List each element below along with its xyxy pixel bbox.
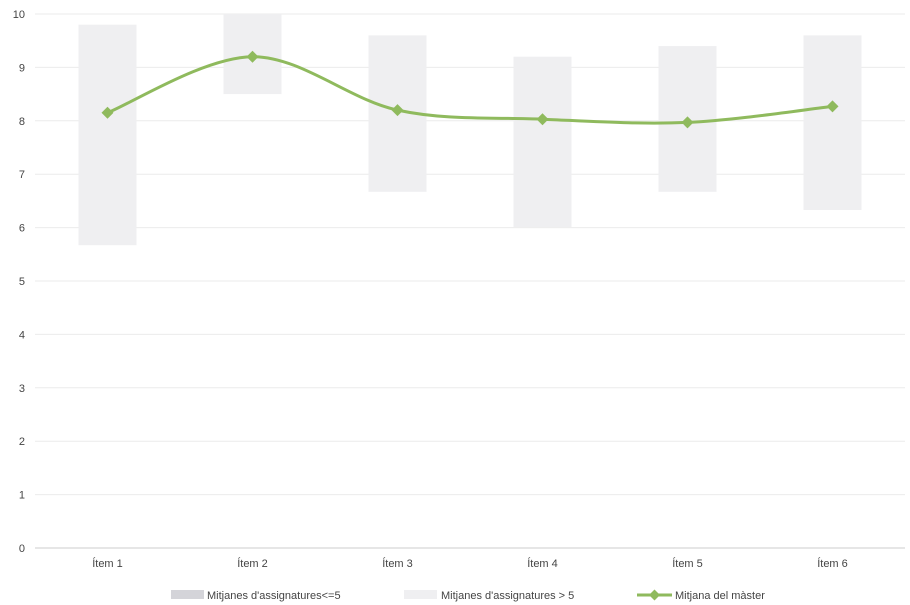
x-axis-ticks: Ítem 1 Ítem 2 Ítem 3 Ítem 4 Ítem 5 Ítem 6 — [92, 557, 848, 570]
range-bar — [803, 35, 862, 210]
x-tick-label: Ítem 5 — [672, 557, 703, 570]
y-tick-label: 7 — [19, 169, 25, 181]
y-tick-label: 1 — [19, 490, 25, 502]
legend-label-below-5: Mitjanes d'assignatures<=5 — [207, 590, 341, 602]
legend-swatch-above-5 — [404, 590, 437, 599]
legend-label-mean: Mitjana del màster — [675, 590, 765, 602]
mean-point — [101, 106, 114, 119]
legend-diamond-mean — [649, 589, 660, 601]
mean-line — [106, 55, 833, 125]
y-tick-label: 6 — [19, 223, 25, 235]
x-tick-label: Ítem 4 — [527, 557, 558, 570]
x-tick-label: Ítem 6 — [817, 557, 848, 570]
y-tick-label: 0 — [19, 543, 25, 555]
legend-label-above-5: Mitjanes d'assignatures > 5 — [441, 590, 574, 602]
y-tick-label: 4 — [19, 329, 25, 341]
y-tick-label: 10 — [13, 9, 25, 21]
mean-point — [681, 116, 694, 129]
y-tick-label: 2 — [19, 436, 25, 448]
range-bars — [78, 14, 862, 246]
y-tick-label: 8 — [19, 116, 25, 128]
x-tick-label: Ítem 3 — [382, 557, 413, 570]
range-bar — [78, 24, 137, 246]
y-tick-label: 3 — [19, 383, 25, 395]
x-tick-label: Ítem 2 — [237, 557, 268, 570]
y-tick-label: 9 — [19, 62, 25, 74]
mean-point — [391, 104, 404, 117]
y-axis-ticks: 0 1 2 3 4 5 6 7 8 9 10 — [13, 9, 25, 555]
mean-point — [246, 50, 259, 63]
mean-line-layer — [101, 50, 839, 129]
range-bar — [513, 56, 572, 228]
gridlines — [35, 13, 905, 549]
legend-swatch-below-5 — [171, 590, 204, 599]
mean-point — [536, 113, 549, 126]
x-tick-label: Ítem 1 — [92, 557, 123, 570]
y-tick-label: 5 — [19, 276, 25, 288]
mean-point — [826, 100, 839, 113]
legend[interactable]: Mitjanes d'assignatures<=5 Mitjanes d'as… — [171, 589, 765, 603]
